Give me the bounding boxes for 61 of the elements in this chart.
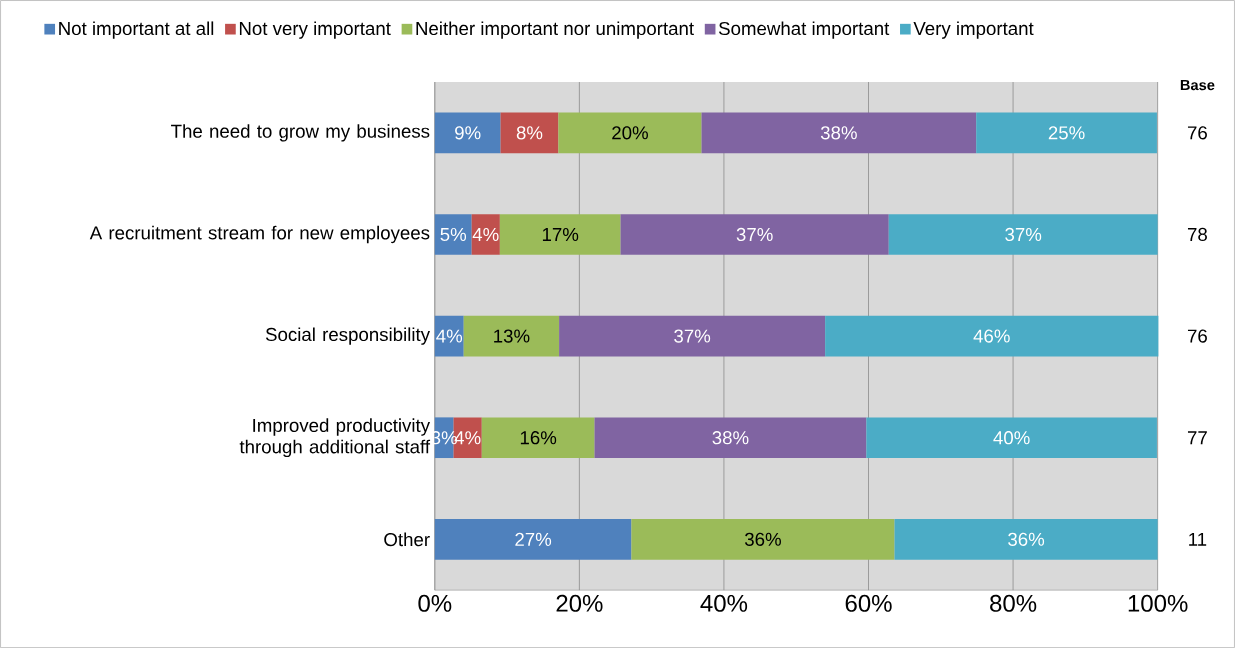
data-label: 38%	[712, 431, 749, 445]
text: 76	[1187, 329, 1207, 343]
text: 76	[1187, 126, 1207, 140]
bar	[620, 214, 889, 255]
data-label: 37%	[674, 329, 711, 343]
bar	[499, 214, 621, 255]
bar	[594, 417, 867, 458]
bar	[558, 112, 702, 154]
bar	[463, 315, 560, 357]
bar	[976, 112, 1157, 154]
legend-label: Not very important	[239, 21, 391, 39]
data-label: 38%	[820, 126, 857, 140]
bar	[434, 518, 632, 560]
data-label: 13%	[494, 329, 530, 343]
data-label: 8%	[516, 126, 543, 140]
data-label: 40%	[993, 431, 1030, 445]
data-label: 20%	[612, 126, 648, 140]
bar	[559, 315, 826, 357]
text: 78	[1187, 227, 1207, 241]
data-label: 9%	[455, 126, 481, 140]
data-label: 4%	[472, 227, 499, 241]
x-tick-label: 100%	[1128, 594, 1188, 612]
x-tick-label: 20%	[556, 594, 603, 612]
bar	[888, 214, 1158, 255]
y-tick-label: Other	[384, 532, 430, 547]
data-label: 36%	[1008, 532, 1045, 546]
data-label: 37%	[736, 227, 773, 241]
legend-label: Neither important nor unimportant	[416, 21, 694, 39]
data-label: 37%	[1005, 227, 1042, 241]
text: 11	[1189, 532, 1207, 546]
legend-label: Not important at all	[59, 21, 214, 39]
text: Base	[1180, 79, 1215, 91]
text: 77	[1187, 431, 1207, 445]
bar	[434, 112, 501, 154]
data-label: 36%	[744, 532, 781, 546]
y-tick-label: Improved productivity through additional staff	[239, 418, 431, 457]
data-label: 4%	[436, 329, 463, 343]
x-tick-label: 40%	[700, 594, 748, 612]
data-label: 25%	[1048, 126, 1085, 140]
bar	[434, 214, 472, 255]
bar	[471, 214, 500, 255]
bar	[631, 518, 895, 560]
data-label: 46%	[973, 329, 1010, 343]
y-tick-label: The need to grow my business	[171, 124, 430, 142]
legend-label: Very important	[913, 21, 1034, 39]
y-tick-label: Social responsibility	[265, 327, 430, 345]
x-tick-label: 60%	[845, 594, 892, 612]
data-label: 27%	[515, 532, 552, 546]
x-tick-label: 0%	[418, 594, 452, 612]
bar	[701, 112, 977, 154]
bar	[481, 417, 595, 458]
data-label: 16%	[520, 431, 557, 445]
bar	[894, 518, 1158, 560]
bar	[825, 315, 1159, 357]
bar	[500, 112, 559, 154]
data-label: 17%	[542, 227, 579, 241]
y-tick-label: A recruitment stream for new employees	[89, 225, 430, 244]
bar	[866, 417, 1157, 458]
x-tick-label: 80%	[990, 594, 1037, 612]
legend-label: Somewhat important	[718, 21, 890, 39]
data-label: 5%	[440, 227, 467, 241]
